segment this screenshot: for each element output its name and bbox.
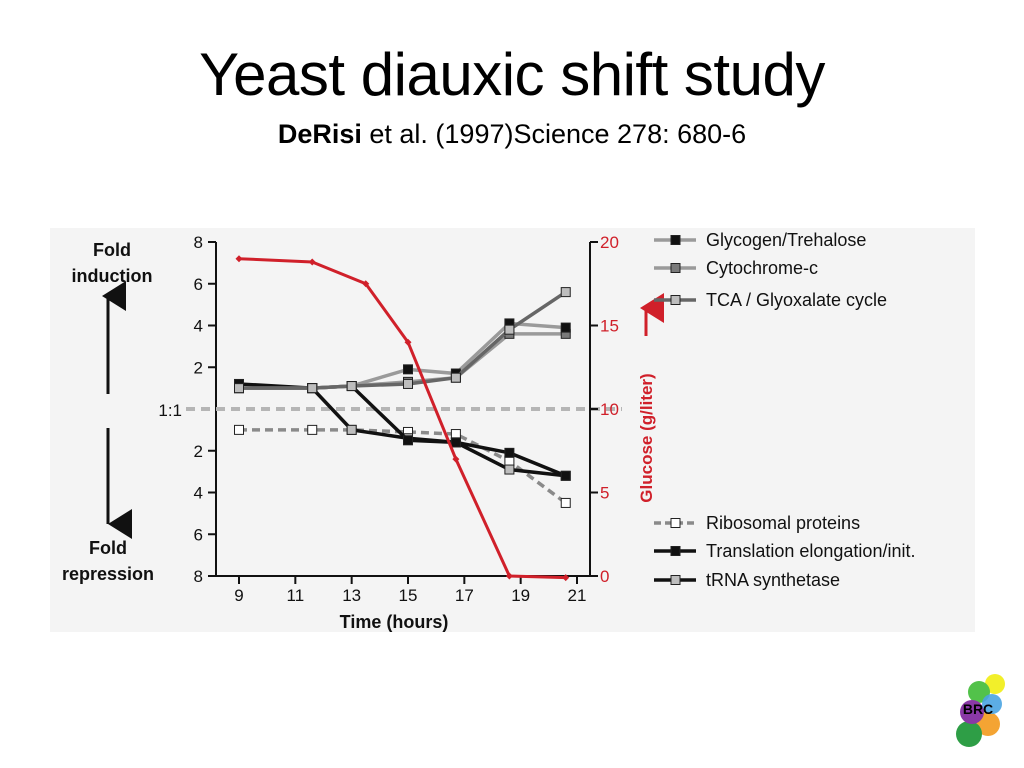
series-point-3 — [504, 456, 515, 467]
logo-dot-green-bottom — [956, 721, 982, 747]
series-line-3 — [239, 428, 567, 505]
series-point-4 — [560, 470, 571, 481]
series-point-2 — [307, 383, 318, 394]
left-tick-label: 8 — [194, 233, 203, 252]
series-point-3 — [234, 424, 244, 435]
right-tick-label: 5 — [600, 484, 609, 503]
series-point-3 — [560, 497, 571, 508]
right-tick-label: 20 — [600, 233, 619, 252]
series-point-2 — [346, 381, 357, 392]
glucose-point — [308, 258, 316, 266]
logo-dot-yellow — [985, 674, 1005, 694]
left-tick-label: 2 — [194, 442, 203, 461]
series-point-3 — [450, 429, 461, 440]
series-line-4 — [238, 382, 567, 478]
x-axis-ticks: 9 11 13 15 17 19 21 — [234, 576, 586, 605]
glucose-point — [452, 455, 460, 463]
fold-repression-label-line1: Fold — [89, 538, 127, 558]
right-axis-ticks: 20 15 10 5 0 — [590, 233, 619, 586]
legend-swatch-marker — [670, 295, 681, 305]
x-tick-label: 9 — [234, 586, 243, 605]
glucose-layer — [235, 255, 570, 582]
left-tick-label: 8 — [194, 567, 203, 586]
glucose-axis-title: Glucose (g/liter) — [637, 373, 656, 502]
x-tick-label: 11 — [287, 586, 305, 605]
glucose-line — [238, 257, 566, 580]
x-tick-label: 21 — [568, 586, 587, 605]
subtitle-author: DeRisi — [277, 119, 362, 149]
legend-swatch-marker — [670, 575, 681, 585]
left-tick-label: 6 — [194, 525, 203, 544]
series-point-3 — [307, 424, 318, 435]
diauxic-shift-chart: Fold induction Fold repression 1:1 8 6 4 2 2… — [62, 230, 915, 632]
fold-repression-label-line2: repression — [62, 564, 154, 584]
x-tick-label: 19 — [511, 586, 530, 605]
legend-label: Cytochrome-c — [706, 258, 818, 278]
figure-panel: Fold induction Fold repression 1:1 8 6 4 2 2… — [50, 228, 975, 632]
series-point-0 — [403, 364, 413, 375]
legend-label: TCA / Glyoxalate cycle — [706, 290, 887, 310]
logo-text: BRC — [963, 701, 993, 717]
logo-dot-purple — [960, 700, 984, 724]
fold-induction-label-line2: induction — [72, 266, 153, 286]
x-tick-label: 13 — [342, 586, 361, 605]
series-point-2 — [234, 383, 244, 394]
glucose-point — [562, 574, 570, 582]
series-layer — [234, 287, 571, 508]
legend-swatch-marker — [670, 263, 681, 273]
legend-swatch-marker — [670, 518, 681, 528]
x-axis-label: Time (hours) — [340, 612, 449, 632]
x-tick-label: 17 — [455, 586, 474, 605]
series-point-2 — [403, 378, 413, 389]
right-tick-label: 15 — [600, 317, 619, 336]
series-point-4 — [450, 437, 461, 448]
legend-swatch-marker — [670, 546, 681, 556]
series-point-2 — [504, 324, 515, 335]
right-tick-label: 0 — [600, 567, 609, 586]
legend-label: Glycogen/Trehalose — [706, 230, 866, 250]
series-point-2 — [560, 287, 571, 298]
glucose-axis-label: Glucose (g/liter) — [637, 373, 656, 502]
fold-induction-label-line1: Fold — [93, 240, 131, 260]
logo-dot-blue — [982, 694, 1002, 714]
series-point-5 — [346, 424, 357, 435]
left-tick-label: 2 — [194, 358, 203, 377]
right-tick-label: 10 — [600, 400, 619, 419]
legend-swatch-marker — [670, 235, 681, 245]
series-point-5 — [504, 464, 515, 475]
series-point-4 — [504, 447, 515, 458]
legend-label: Translation elongation/init. — [706, 541, 915, 561]
legend-label: Ribosomal proteins — [706, 513, 860, 533]
legend: Glycogen/Trehalose Cytochrome-c TCA / Glyo… — [654, 230, 915, 590]
series-point-0 — [560, 322, 571, 333]
left-tick-label: 4 — [194, 484, 203, 503]
brc-logo: BRC — [956, 674, 1005, 747]
baseline-label: 1:1 — [158, 401, 182, 420]
glucose-point — [505, 572, 513, 580]
series-point-4 — [403, 435, 413, 446]
series-point-2 — [450, 372, 461, 383]
x-tick-label: 15 — [399, 586, 418, 605]
subtitle-citation: et al. (1997)Science 278: 680-6 — [361, 119, 747, 149]
glucose-point — [404, 338, 412, 346]
series-line-2 — [239, 290, 567, 390]
glucose-point — [235, 255, 243, 263]
left-tick-label: 4 — [194, 317, 203, 336]
glucose-point — [362, 280, 370, 288]
slide-subtitle: DeRisi et al. (1997)Science 278: 680-6 — [0, 118, 1024, 150]
slide-title: Yeast diauxic shift study — [199, 41, 825, 108]
left-axis-ticks: 8 6 4 2 2 4 6 8 — [194, 233, 216, 586]
left-tick-label: 6 — [194, 275, 203, 294]
series-line-1 — [239, 332, 566, 390]
legend-label: tRNA synthetase — [706, 570, 840, 590]
